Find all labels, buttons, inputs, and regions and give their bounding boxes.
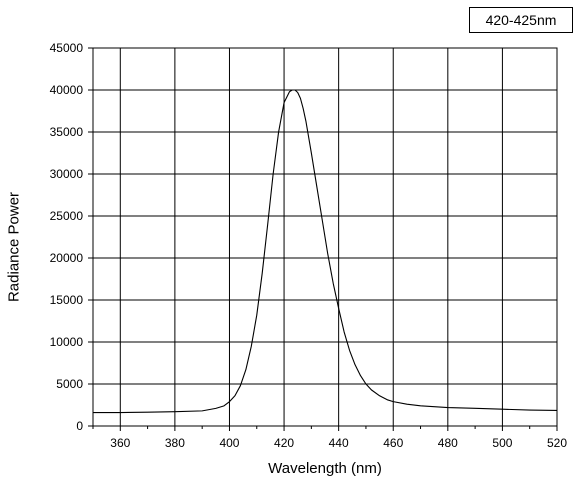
y-tick-label: 5000	[56, 377, 83, 391]
x-tick-label: 360	[110, 436, 130, 450]
y-tick-label: 0	[76, 419, 83, 433]
legend-box: 420-425nm	[469, 7, 573, 33]
y-axis-label: Radiance Power	[5, 191, 23, 303]
grid-lines	[93, 47, 558, 427]
series-group	[93, 89, 558, 414]
legend-label: 420-425nm	[485, 12, 557, 28]
x-tick-label: 420	[274, 436, 294, 450]
y-tick-label: 25000	[50, 209, 84, 223]
x-tick-label: 480	[438, 436, 458, 450]
axis-ticks	[88, 47, 558, 431]
x-tick-label: 520	[547, 436, 567, 450]
x-tick-label: 440	[329, 436, 349, 450]
x-axis-label: Wavelength (nm)	[268, 460, 382, 477]
tick-labels: 360 380 400 420 440 460 480 500 520 0 5000 10000 150…	[50, 41, 568, 450]
y-tick-label: 40000	[50, 83, 84, 97]
plot-frame	[92, 47, 558, 427]
x-tick-label: 460	[383, 436, 403, 450]
y-tick-label: 45000	[50, 41, 84, 55]
y-tick-label: 35000	[50, 125, 84, 139]
y-tick-label: 10000	[50, 335, 84, 349]
x-tick-label: 500	[492, 436, 512, 450]
x-tick-label: 400	[219, 436, 239, 450]
x-tick-label: 380	[165, 436, 185, 450]
y-tick-label: 15000	[50, 293, 84, 307]
series-line-0	[93, 89, 558, 414]
y-tick-label: 20000	[50, 251, 84, 265]
y-tick-label: 30000	[50, 167, 84, 181]
